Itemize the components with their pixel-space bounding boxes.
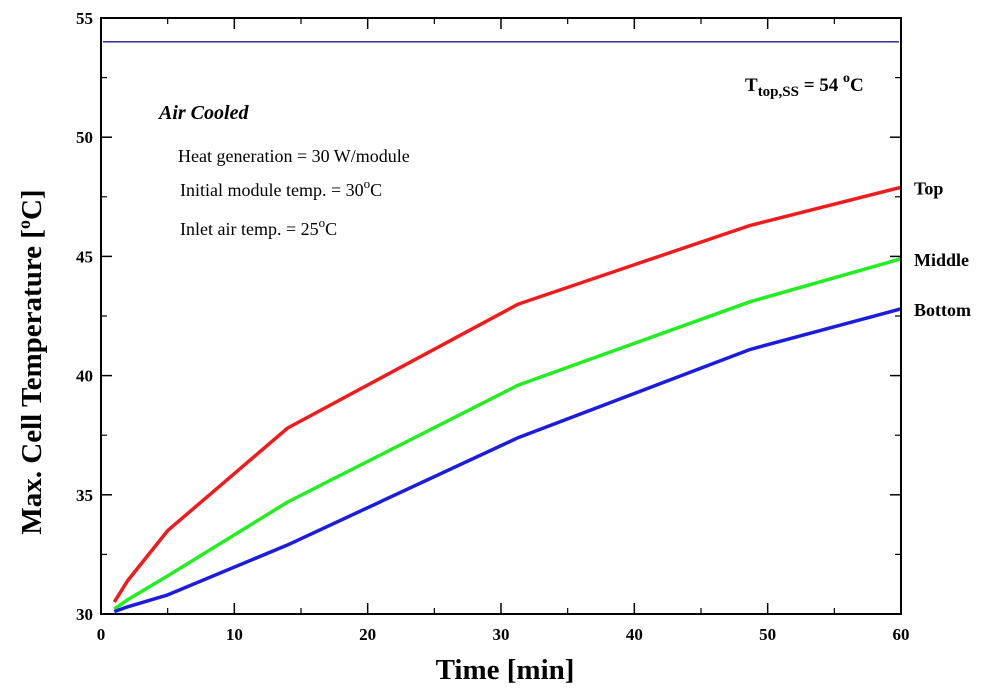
y-axis-title: Max. Cell Temperature [oC]	[14, 189, 48, 534]
steady-state-T: T	[745, 75, 758, 96]
y-axis-title-sup: o	[14, 220, 34, 229]
inlet-temp-text: Inlet air temp. = 25	[180, 219, 319, 239]
steady-state-annotation: Ttop,SS = 54 oC	[745, 71, 864, 100]
series-line-top	[112, 185, 902, 604]
plot-frame	[100, 17, 902, 615]
inlet-temp-annotation: Inlet air temp. = 25oC	[180, 215, 337, 239]
x-tick-label: 60	[893, 625, 910, 644]
series-layer	[112, 185, 902, 614]
initial-temp-sup: o	[364, 176, 371, 191]
y-axis-title-end: C]	[16, 189, 48, 220]
x-tick-label: 40	[626, 625, 643, 644]
x-tick-label: 10	[226, 625, 243, 644]
series-line-bottom	[113, 307, 902, 614]
tick-labels-layer: 0 10 20 30 40 50 60 30 35 40 45 50 55	[76, 9, 910, 644]
y-tick-label: 50	[76, 128, 93, 147]
x-axis-title: Time [min]	[436, 654, 575, 686]
series-label-middle: Middle	[914, 250, 969, 270]
y-tick-label: 35	[76, 486, 93, 505]
y-tick-label: 30	[76, 605, 93, 624]
initial-temp-text: Initial module temp. = 30	[180, 180, 364, 200]
y-tick-label: 55	[76, 9, 93, 28]
steady-state-unit: C	[850, 75, 864, 96]
series-label-bottom: Bottom	[914, 300, 971, 320]
series-labels-layer: Top Middle Bottom	[914, 178, 971, 320]
series-line-middle	[113, 257, 902, 611]
steady-state-subscript: top,SS	[758, 84, 799, 100]
heat-generation-annotation: Heat generation = 30 W/module	[178, 146, 410, 166]
series-label-top: Top	[914, 178, 943, 198]
inlet-temp-unit: C	[325, 219, 337, 239]
x-tick-label: 50	[759, 625, 776, 644]
x-tick-label: 30	[493, 625, 510, 644]
x-tick-label: 0	[97, 625, 106, 644]
initial-temp-annotation: Initial module temp. = 30oC	[180, 176, 382, 200]
initial-temp-unit: C	[370, 180, 382, 200]
y-tick-label: 45	[76, 247, 93, 266]
steady-state-sup: o	[843, 71, 850, 86]
y-tick-label: 40	[76, 367, 93, 386]
x-tick-label: 20	[359, 625, 376, 644]
steady-state-eq: = 54	[799, 75, 843, 96]
y-axis-title-main: Max. Cell Temperature [	[16, 229, 48, 535]
inlet-temp-sup: o	[319, 215, 326, 230]
condition-annotation: Air Cooled	[157, 102, 249, 124]
